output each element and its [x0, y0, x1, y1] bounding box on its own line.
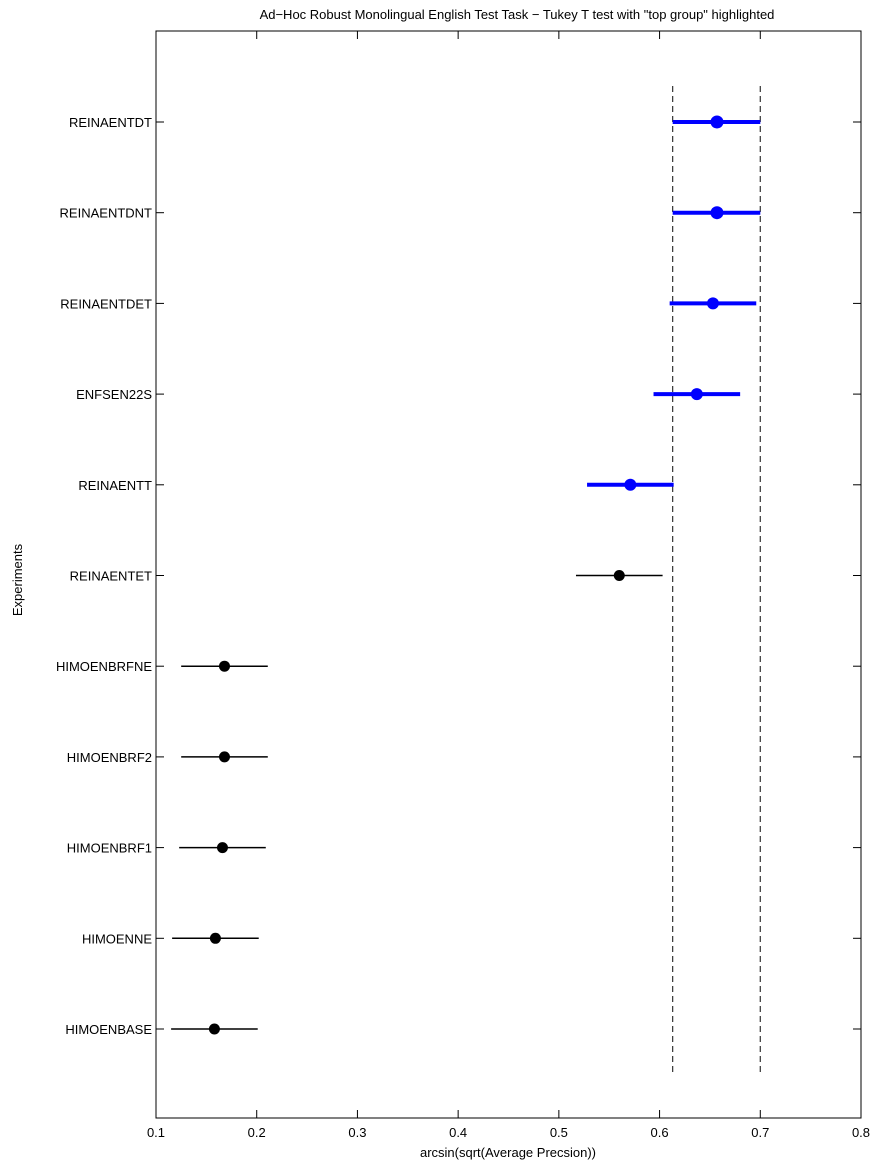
mean-point: [624, 478, 637, 491]
x-tick-label: 0.1: [147, 1125, 165, 1140]
y-tick-label: REINAENTDET: [60, 296, 152, 311]
mean-point: [690, 388, 703, 401]
chart-title: Ad−Hoc Robust Monolingual English Test T…: [260, 7, 775, 22]
x-tick-label: 0.7: [751, 1125, 769, 1140]
x-tick-label: 0.6: [651, 1125, 669, 1140]
reference-lines: [672, 86, 761, 1074]
mean-point: [208, 1023, 220, 1035]
y-tick-label: HIMOENNE: [82, 931, 152, 946]
x-tick-label: 0.2: [248, 1125, 266, 1140]
mean-point: [710, 115, 724, 129]
y-tick-label: REINAENTT: [78, 478, 152, 493]
mean-point: [218, 751, 230, 763]
plot-frame: [155, 30, 862, 1119]
y-tick-label: ENFSEN22S: [76, 387, 152, 402]
x-tick-label: 0.8: [852, 1125, 870, 1140]
mean-point: [710, 206, 724, 220]
y-tick-label: HIMOENBRF2: [67, 750, 152, 765]
x-tick-label: 0.3: [348, 1125, 366, 1140]
interval-marks: [171, 115, 761, 1035]
y-axis-label: Experiments: [10, 543, 25, 616]
mean-point: [218, 660, 230, 672]
mean-point: [209, 932, 221, 944]
y-tick-label: HIMOENBRFNE: [56, 659, 152, 674]
x-axis-label: arcsin(sqrt(Average Precsion)): [420, 1145, 596, 1160]
y-axis-ticks: REINAENTDT REINAENTDNT REINAENTDET ENFSEN22…: [56, 115, 861, 1037]
mean-point: [706, 297, 719, 310]
x-tick-label: 0.4: [449, 1125, 467, 1140]
y-tick-label: HIMOENBRF1: [67, 841, 152, 856]
x-axis-ticks: 0.1 0.2 0.3 0.4 0.5 0.6 0.7 0.8: [147, 31, 870, 1140]
y-tick-label: HIMOENBASE: [65, 1022, 152, 1037]
x-tick-label: 0.5: [550, 1125, 568, 1140]
mean-point: [216, 842, 228, 854]
y-tick-label: REINAENTDNT: [60, 206, 153, 221]
y-tick-label: REINAENTET: [70, 569, 152, 584]
mean-point: [613, 570, 625, 581]
y-tick-label: REINAENTDT: [69, 115, 152, 130]
